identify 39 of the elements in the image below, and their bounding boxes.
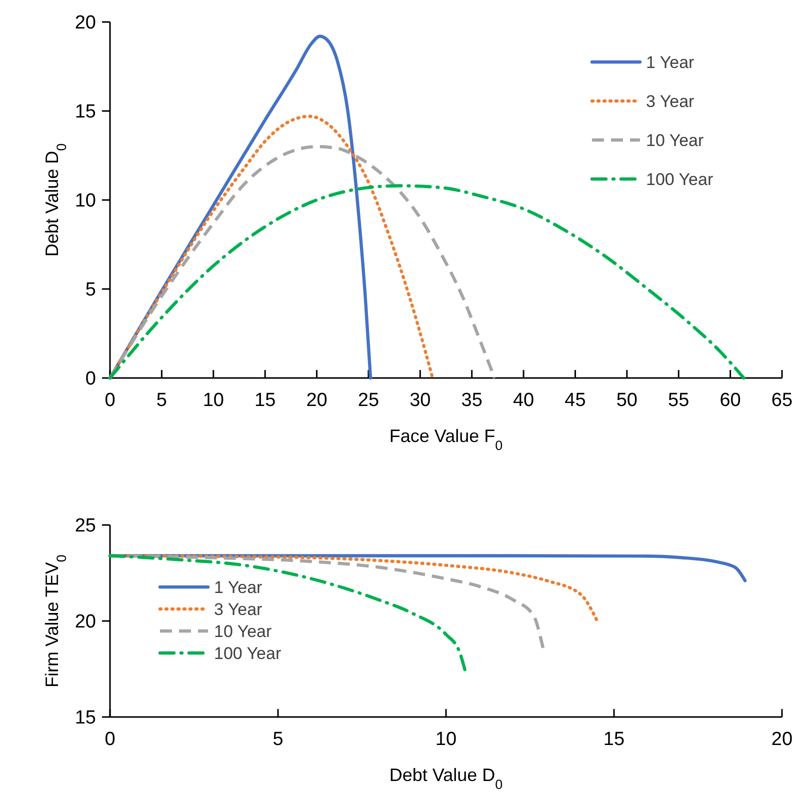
x-tick-label: 0 <box>104 390 116 411</box>
y-tick-label: 15 <box>74 708 96 729</box>
x-tick-label: 40 <box>512 390 534 411</box>
legend-label: 100 Year <box>646 170 714 189</box>
x-tick-label: 20 <box>306 390 328 411</box>
line-series <box>108 184 746 380</box>
legend-label: 1 Year <box>646 52 695 72</box>
x-axis-title: Face Value F$_{0}$ <box>389 426 503 452</box>
x-tick-label: 55 <box>668 390 690 411</box>
x-tick-label: 10 <box>202 390 224 411</box>
x-tick-label: 65 <box>771 390 793 411</box>
x-tick-label: 15 <box>603 729 625 750</box>
y-tick-label: 25 <box>74 516 96 537</box>
legend-label: 10 Year <box>214 622 272 641</box>
x-tick-label: 20 <box>771 729 793 750</box>
y-tick-label: 10 <box>74 190 96 212</box>
x-tick-label: 15 <box>254 390 276 411</box>
x-axis-title: Debt Value D$_{0}$ <box>389 765 503 792</box>
x-tick-label: 10 <box>435 729 457 750</box>
x-tick-label: 60 <box>720 390 741 411</box>
x-tick-label: 45 <box>564 390 586 411</box>
line-series <box>108 145 496 380</box>
legend-label: 3 Year <box>646 92 695 111</box>
x-tick-label: 35 <box>461 390 482 411</box>
y-tick-label: 0 <box>85 368 96 390</box>
y-tick-label: 20 <box>74 612 96 633</box>
x-tick-label: 30 <box>410 390 431 411</box>
x-tick-label: 5 <box>272 729 284 750</box>
x-tick-label: 25 <box>358 390 380 411</box>
y-tick-label: 20 <box>74 12 96 34</box>
legend-label: 1 Year <box>214 578 263 597</box>
y-tick-label: 15 <box>74 102 96 123</box>
legend-label: 3 Year <box>214 600 263 619</box>
legend-label: 10 Year <box>646 130 704 150</box>
y-tick-label: 5 <box>85 280 96 301</box>
legend-label: 100 Year <box>214 644 282 663</box>
x-tick-label: 5 <box>156 390 167 411</box>
x-tick-label: 50 <box>616 390 638 411</box>
x-tick-label: 0 <box>104 729 116 750</box>
